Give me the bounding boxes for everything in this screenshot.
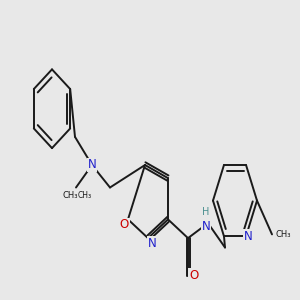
Text: CH₃: CH₃: [276, 230, 292, 239]
Text: N: N: [148, 237, 156, 250]
Text: N: N: [202, 220, 210, 233]
Text: N: N: [88, 158, 96, 172]
Text: N: N: [244, 230, 252, 243]
Text: H: H: [202, 207, 210, 217]
Text: CH₃: CH₃: [78, 190, 92, 200]
Text: O: O: [189, 269, 199, 282]
Text: O: O: [119, 218, 129, 232]
Text: CH₃: CH₃: [62, 190, 78, 200]
